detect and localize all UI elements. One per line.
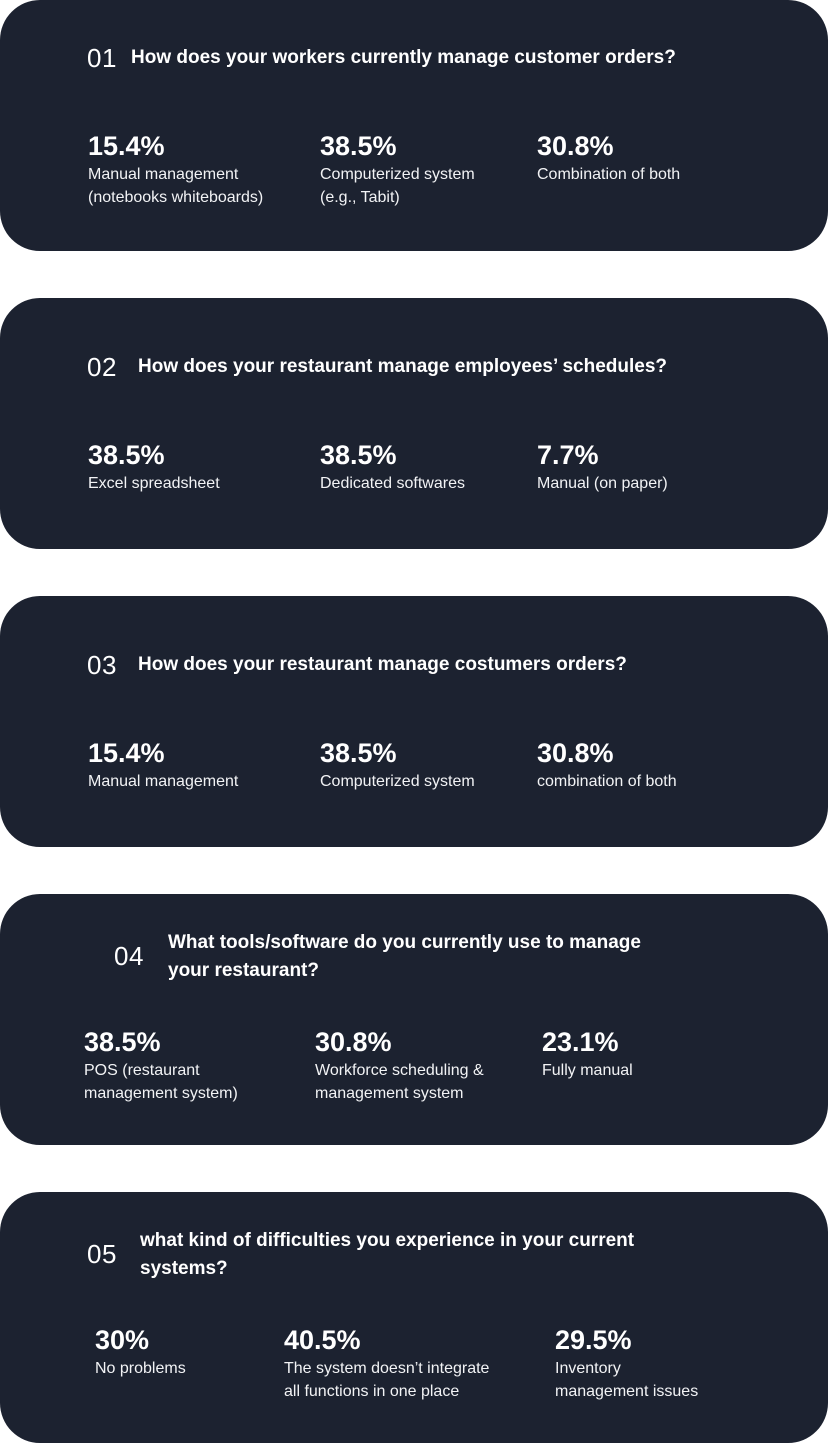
question-text: How does your restaurant manage employee… <box>138 356 668 377</box>
stat-value: 40.5% <box>284 1325 361 1355</box>
stat-label: Fully manual <box>542 1062 633 1079</box>
stat-label: No problems <box>95 1360 186 1377</box>
stat-item: 23.1% Fully manual <box>542 1026 633 1082</box>
stat-item: 15.4% Manual management <box>88 737 238 793</box>
stat-value: 23.1% <box>542 1027 619 1057</box>
stat-value: 15.4% <box>88 738 165 768</box>
stat-value: 38.5% <box>88 440 165 470</box>
stat-label: Workforce scheduling & management system <box>315 1062 484 1102</box>
stat-item: 29.5% Inventory management issues <box>555 1324 698 1403</box>
stat-value: 38.5% <box>320 738 397 768</box>
stat-value: 15.4% <box>88 131 165 161</box>
stat-item: 30.8% Combination of both <box>537 130 680 186</box>
stat-label: Manual (on paper) <box>537 475 668 492</box>
stat-label: POS (restaurant management system) <box>84 1062 238 1102</box>
survey-card-03: 03 How does your restaurant manage costu… <box>0 596 828 847</box>
stat-label: Manual management (notebooks whiteboards… <box>88 166 264 206</box>
stat-item: 38.5% Dedicated softwares <box>320 439 465 495</box>
stat-item: 38.5% Computerized system <box>320 737 475 793</box>
survey-card-01: 01 How does your workers currently manag… <box>0 0 828 251</box>
stat-value: 29.5% <box>555 1325 632 1355</box>
stat-value: 30% <box>95 1325 150 1355</box>
stat-value: 30.8% <box>537 131 614 161</box>
stat-item: 38.5% Excel spreadsheet <box>88 439 220 495</box>
survey-card-04: 04 What tools/software do you currently … <box>0 894 828 1145</box>
question-text: How does your restaurant manage costumer… <box>138 654 627 675</box>
stat-label: combination of both <box>537 773 677 790</box>
stat-item: 30.8% Workforce scheduling & management … <box>315 1026 484 1105</box>
stat-label: Excel spreadsheet <box>88 475 220 492</box>
stat-item: 40.5% The system doesn’t integrate all f… <box>284 1324 489 1403</box>
stat-label: Combination of both <box>537 166 681 183</box>
stat-label: Manual management <box>88 773 239 790</box>
question-number: 03 <box>87 650 117 680</box>
stat-value: 38.5% <box>320 440 397 470</box>
stat-label: Inventory management issues <box>555 1360 699 1400</box>
stat-value: 30.8% <box>315 1027 392 1057</box>
survey-card-05: 05 what kind of difficulties you experie… <box>0 1192 828 1443</box>
stat-item: 30% No problems <box>95 1324 186 1380</box>
stat-value: 38.5% <box>320 131 397 161</box>
question-text: what kind of difficulties you experience… <box>140 1230 635 1279</box>
stat-label: Computerized system (e.g., Tabit) <box>320 166 475 206</box>
question-number: 01 <box>87 43 117 73</box>
stat-label: Computerized system <box>320 773 475 790</box>
stat-value: 30.8% <box>537 738 614 768</box>
stat-label: The system doesn’t integrate all functio… <box>284 1360 490 1400</box>
stat-value: 7.7% <box>537 440 599 470</box>
stat-label: Dedicated softwares <box>320 475 465 492</box>
question-number: 05 <box>87 1239 117 1269</box>
question-text: What tools/software do you currently use… <box>168 932 641 981</box>
stat-item: 30.8% combination of both <box>537 737 677 793</box>
question-text: How does your workers currently manage c… <box>131 47 676 68</box>
question-number: 02 <box>87 352 117 382</box>
stat-item: 38.5% Computerized system (e.g., Tabit) <box>320 130 475 209</box>
stat-item: 38.5% POS (restaurant management system) <box>84 1026 238 1105</box>
stat-item: 7.7% Manual (on paper) <box>537 439 668 495</box>
stat-value: 38.5% <box>84 1027 161 1057</box>
stat-item: 15.4% Manual management (notebooks white… <box>88 130 263 209</box>
survey-card-02: 02 How does your restaurant manage emplo… <box>0 298 828 549</box>
question-number: 04 <box>114 941 144 971</box>
